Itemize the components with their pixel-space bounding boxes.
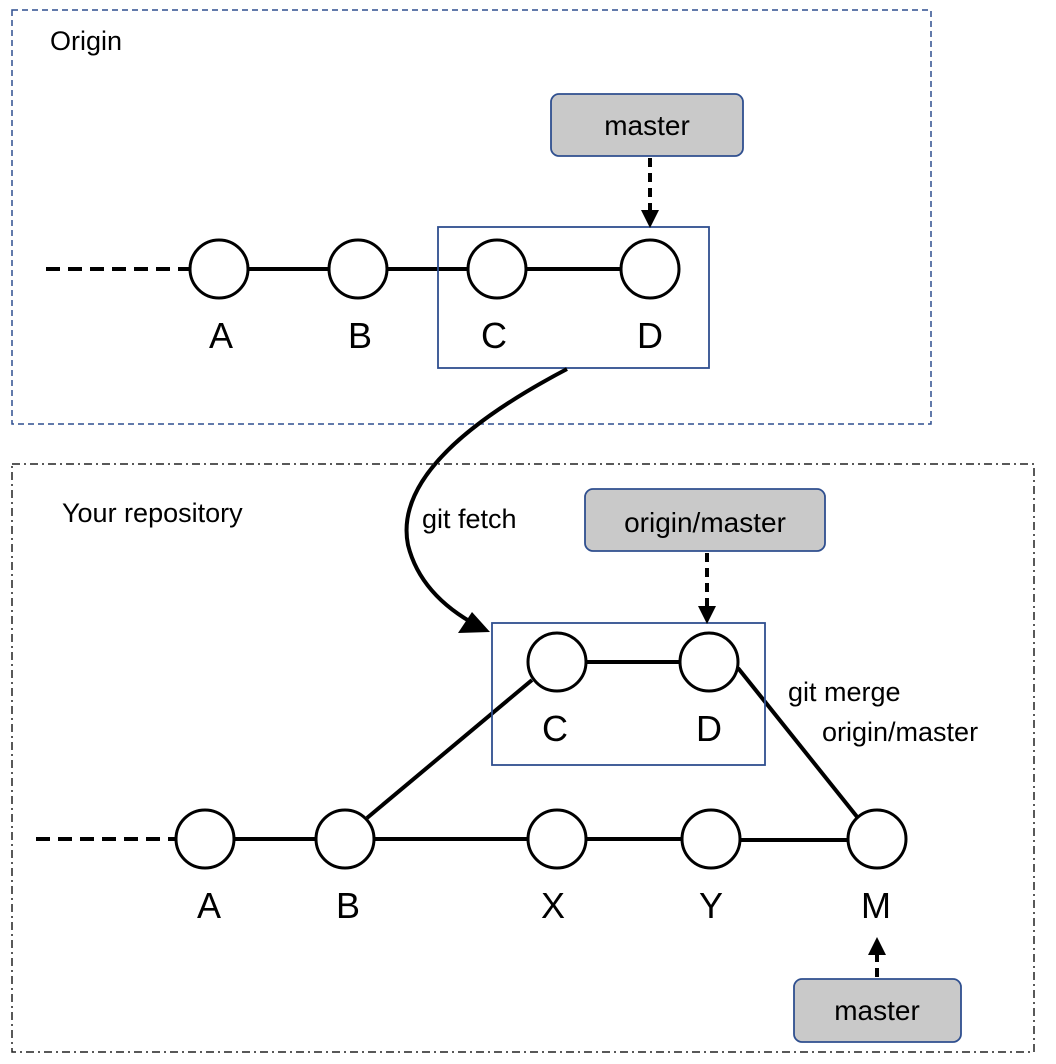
origin-commit-c — [466, 238, 528, 300]
origin-master-ref-arrowhead — [641, 210, 659, 228]
merge-label-line2: origin/master — [822, 717, 978, 747]
local-commit-y-label: Y — [699, 885, 723, 926]
local-origin-master-ref-box — [584, 488, 826, 552]
local-commit-m — [846, 808, 908, 870]
origin-commit-b — [327, 238, 389, 300]
local-title: Your repository — [62, 498, 243, 528]
local-fetched-commits-box — [491, 622, 766, 766]
local-edge-b-c — [365, 678, 534, 820]
origin-commit-c-label: C — [481, 315, 507, 356]
origin-master-ref-box — [550, 93, 744, 157]
local-commit-d-label: D — [696, 708, 722, 749]
origin-commit-d-label: D — [637, 315, 663, 356]
local-commit-d — [678, 631, 740, 693]
local-commit-y — [680, 808, 742, 870]
local-commit-m-label: M — [861, 885, 891, 926]
local-commit-a-label: A — [197, 885, 221, 926]
origin-region: Origin A B C D master — [11, 9, 932, 425]
origin-region-border — [11, 9, 932, 425]
origin-master-ref-label: master — [604, 110, 690, 141]
local-region-border — [11, 463, 1035, 1053]
fetch-arrowhead — [458, 612, 490, 633]
local-master-ref-arrowhead — [868, 937, 886, 955]
local-region: Your repository A B X Y M C D origin/mas… — [11, 463, 1035, 1053]
local-commit-c — [526, 631, 588, 693]
local-edge-d-m — [736, 666, 860, 820]
fetch-arrow-curve — [404, 367, 568, 628]
origin-commit-b-label: B — [348, 315, 372, 356]
local-commit-c-label: C — [542, 708, 568, 749]
local-commit-b-label: B — [336, 885, 360, 926]
fetch-label: git fetch — [422, 504, 517, 534]
local-commit-x-label: X — [541, 885, 565, 926]
origin-new-commits-box — [437, 226, 710, 369]
origin-commit-a-label: A — [209, 315, 233, 356]
local-commit-b — [314, 808, 376, 870]
origin-title: Origin — [50, 26, 122, 56]
fetch-arrow: git fetch — [404, 367, 568, 633]
local-commit-x — [526, 808, 588, 870]
origin-commit-a — [188, 238, 250, 300]
merge-label-line1: git merge — [788, 677, 901, 707]
local-origin-master-ref-arrowhead — [698, 606, 716, 624]
local-master-ref-label: master — [834, 995, 920, 1026]
origin-commit-d — [619, 238, 681, 300]
local-origin-master-ref-label: origin/master — [624, 507, 786, 538]
local-commit-a — [174, 808, 236, 870]
local-master-ref-box — [793, 978, 962, 1043]
